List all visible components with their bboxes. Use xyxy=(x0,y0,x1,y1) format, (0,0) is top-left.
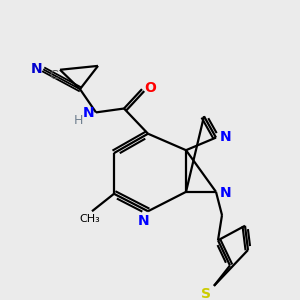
Text: N: N xyxy=(220,130,232,144)
Text: N: N xyxy=(138,214,150,228)
Text: N: N xyxy=(220,186,232,200)
Text: N: N xyxy=(31,62,43,76)
Text: S: S xyxy=(201,286,211,300)
Text: CH₃: CH₃ xyxy=(80,214,100,224)
Text: H: H xyxy=(73,114,83,127)
Text: O: O xyxy=(144,81,156,95)
Text: N: N xyxy=(83,106,95,120)
Text: C: C xyxy=(50,69,58,82)
